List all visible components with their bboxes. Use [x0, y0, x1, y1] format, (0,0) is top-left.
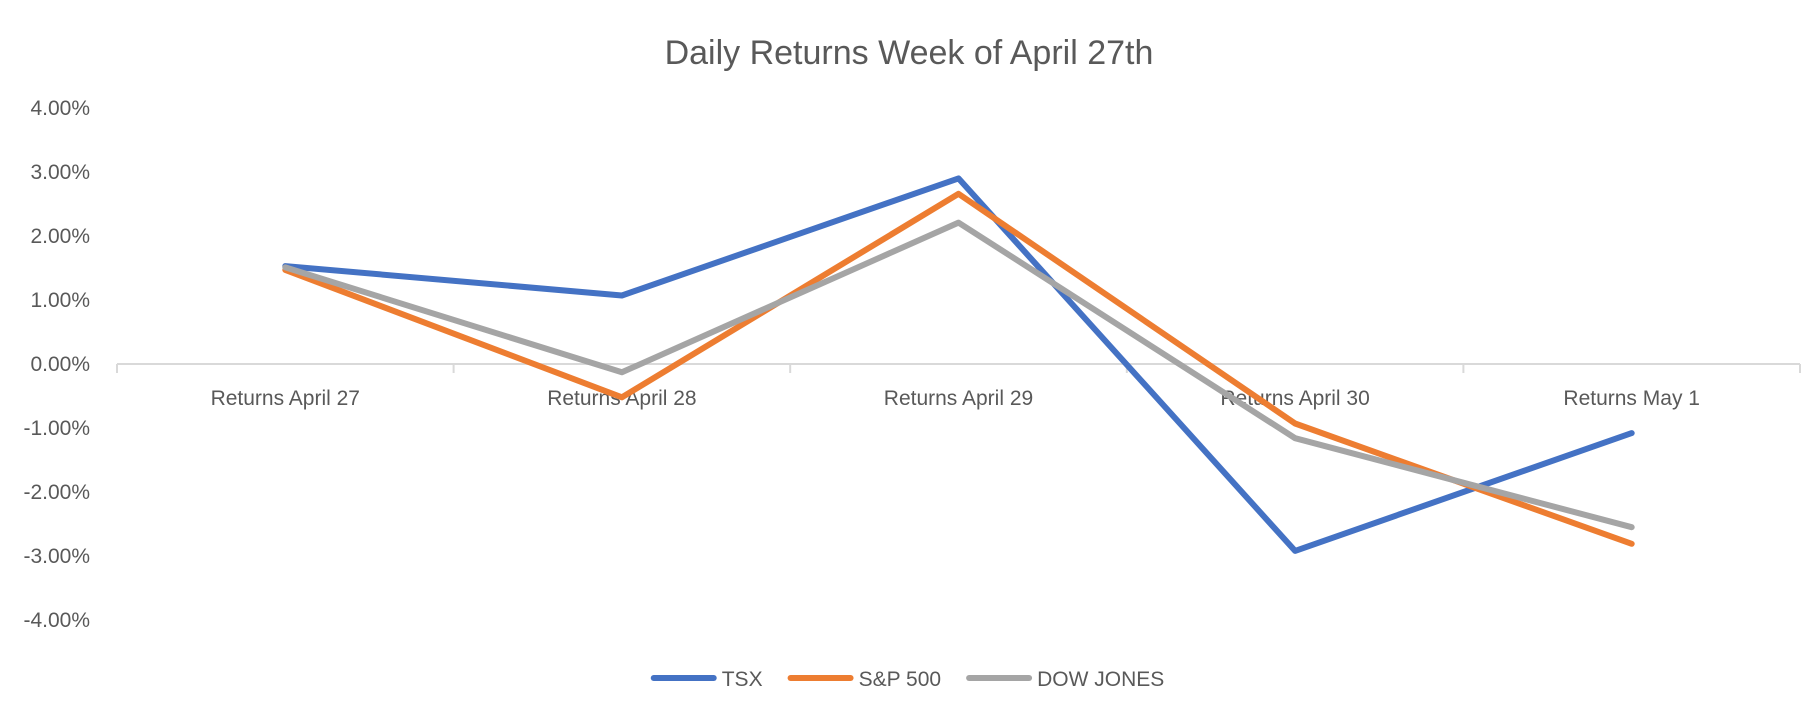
y-tick-label: 4.00%: [30, 97, 90, 120]
x-axis-labels: Returns April 27 Returns April 28 Returns …: [211, 387, 1700, 410]
y-tick-label: -4.00%: [23, 609, 90, 632]
y-axis-ticks: 4.00% 3.00% 2.00% 1.00% 0.00% -1.00% -2.00% -3.…: [23, 97, 90, 632]
y-tick-label: -3.00%: [23, 545, 90, 568]
chart-title: Daily Returns Week of April 27th: [665, 34, 1154, 72]
series-lines: [282, 175, 1635, 554]
series-line-tsx: [282, 175, 1635, 554]
legend: TSX S&P 500 DOW JONES: [650, 668, 1164, 691]
x-tick-label: Returns April 27: [211, 387, 360, 410]
y-tick-label: 0.00%: [30, 353, 90, 376]
y-tick-label: -1.00%: [23, 417, 90, 440]
series-line-s-p-500: [282, 190, 1635, 547]
y-tick-label: 2.00%: [30, 225, 90, 248]
x-tick-label: Returns April 30: [1220, 387, 1369, 410]
y-tick-label: -2.00%: [23, 481, 90, 504]
x-tick-label: Returns May 1: [1563, 387, 1700, 410]
legend-label: DOW JONES: [1037, 668, 1164, 691]
y-tick-label: 1.00%: [30, 289, 90, 312]
series-line-dow-jones: [282, 219, 1635, 531]
y-tick-label: 3.00%: [30, 161, 90, 184]
x-tick-label: Returns April 29: [884, 387, 1033, 410]
legend-label: S&P 500: [859, 668, 942, 691]
x-axis: [116, 363, 1801, 373]
legend-label: TSX: [722, 668, 763, 691]
